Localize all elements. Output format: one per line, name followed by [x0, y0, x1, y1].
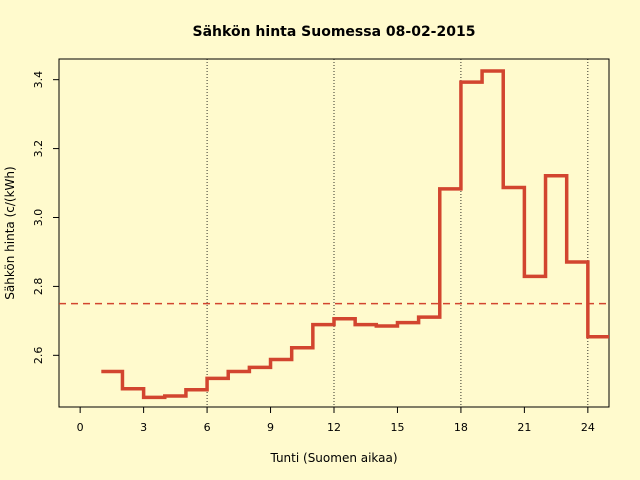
y-tick-label-2.8: 2.8 [32, 278, 45, 296]
x-tick-label-6: 6 [204, 421, 211, 434]
data-point-5 [184, 388, 188, 392]
price-step-line [101, 69, 609, 400]
y-tick-label-3: 3.0 [32, 209, 45, 227]
data-point-7 [226, 370, 230, 374]
data-point-20 [501, 186, 505, 190]
data-point-6 [205, 376, 209, 380]
data-point-8 [247, 365, 251, 369]
x-tick-label-15: 15 [390, 421, 404, 434]
x-tick-label-9: 9 [267, 421, 274, 434]
chart-title: Sähkön hinta Suomessa 08-02-2015 [193, 24, 476, 40]
data-point-10 [290, 346, 294, 350]
data-point-12 [332, 317, 336, 321]
data-point-11 [311, 323, 315, 327]
plot-area: 0 3 6 9 12 15 18 21 24 2.6 2.8 3.0 3.2 3.4 [32, 58, 610, 434]
x-axis-label: Tunti (Suomen aikaa) [269, 451, 397, 465]
data-point-17 [438, 187, 442, 191]
data-point-9 [269, 357, 273, 361]
data-point-3 [142, 395, 146, 399]
data-point-18 [459, 80, 463, 84]
y-axis-label: Sähkön hinta (c/(kWh) [3, 166, 17, 299]
y-tick-label-2.6: 2.6 [32, 347, 45, 365]
data-point-13 [353, 323, 357, 327]
x-tick-label-18: 18 [454, 421, 468, 434]
x-tick-label-3: 3 [140, 421, 147, 434]
y-tick-label-3.4: 3.4 [32, 71, 45, 89]
data-point-2 [120, 387, 124, 391]
x-tick-label-24: 24 [581, 421, 595, 434]
x-tick-label-0: 0 [77, 421, 84, 434]
data-point-22 [544, 174, 548, 178]
x-tick-label-21: 21 [517, 421, 531, 434]
data-point-1 [99, 370, 103, 374]
data-point-19 [480, 69, 484, 73]
data-point-16 [417, 315, 421, 319]
data-point-15 [395, 321, 399, 325]
data-point-4 [163, 394, 167, 398]
data-point-23 [565, 260, 569, 264]
data-point-24 [586, 335, 590, 339]
data-point-14 [374, 324, 378, 328]
y-tick-label-3.2: 3.2 [32, 140, 45, 158]
data-point-21 [522, 274, 526, 278]
x-tick-label-12: 12 [327, 421, 341, 434]
